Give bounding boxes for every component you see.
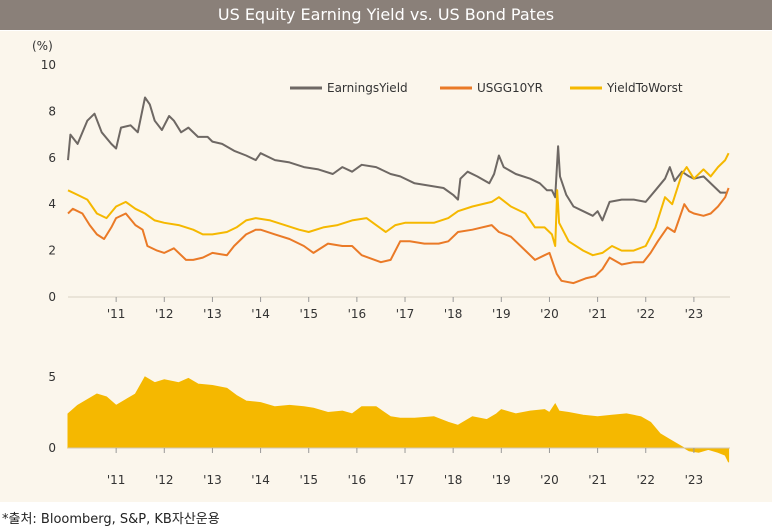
top-x-tick-label: '19	[492, 307, 511, 321]
top-x-tick-label: '16	[348, 307, 367, 321]
bottom-spread-chart: 0 5 '11 '12 '13 '14 '15 '16 '17 '18 '19 '20 '21 '22 '2…	[48, 370, 730, 487]
bottom-x-tick-label: '12	[155, 473, 174, 487]
top-line-chart: (%) 0 2 4 6 8 10 '11 '12 '13 '14 '15 '16 '17 '18 '19 '2…	[32, 39, 730, 321]
bottom-x-tick-label: '19	[492, 473, 511, 487]
top-x-tick-label: '22	[636, 307, 655, 321]
bottom-x-tick-label: '13	[203, 473, 222, 487]
bottom-y-tick-label: 0	[48, 441, 56, 455]
top-x-tick-label: '11	[107, 307, 126, 321]
bottom-x-tick-label: '17	[396, 473, 415, 487]
bottom-x-tick-label: '22	[636, 473, 655, 487]
bottom-y-tick-label: 5	[48, 370, 56, 384]
top-y-tick-label: 4	[48, 197, 56, 211]
series-line-earningsyield	[67, 96, 728, 222]
series-line-usgg10yr	[67, 187, 730, 285]
y-unit-label: (%)	[32, 39, 53, 53]
top-x-tick-label: '12	[155, 307, 174, 321]
series-line-yieldtoworst	[67, 152, 730, 257]
top-y-tick-label: 2	[48, 244, 56, 258]
top-x-tick-label: '20	[540, 307, 559, 321]
bottom-x-tick-label: '16	[348, 473, 367, 487]
top-y-tick-label: 6	[48, 151, 56, 165]
legend-label-earningsyield: EarningsYield	[327, 81, 408, 95]
bottom-x-tick-label: '21	[588, 473, 607, 487]
legend: EarningsYield USGG10YR YieldToWorst	[290, 81, 683, 95]
bottom-x-tick-label: '18	[444, 473, 463, 487]
top-x-tick-label: '18	[444, 307, 463, 321]
top-y-tick-label: 10	[41, 58, 56, 72]
bottom-x-tick-label: '23	[685, 473, 704, 487]
source-note: *출처: Bloomberg, S&P, KB자산운용	[2, 512, 220, 527]
legend-label-usgg10yr: USGG10YR	[477, 81, 543, 95]
bottom-x-tick-label: '15	[299, 473, 318, 487]
top-x-tick-label: '21	[588, 307, 607, 321]
top-x-tick-label: '23	[685, 307, 704, 321]
top-x-tick-label: '14	[251, 307, 270, 321]
bottom-x-tick-label: '14	[251, 473, 270, 487]
chart-title: US Equity Earning Yield vs. US Bond Pate…	[0, 0, 772, 30]
top-y-tick-label: 8	[48, 104, 56, 118]
legend-label-yieldtoworst: YieldToWorst	[606, 81, 683, 95]
bottom-x-tick-label: '20	[540, 473, 559, 487]
top-x-tick-label: '13	[203, 307, 222, 321]
bottom-x-tick-label: '11	[107, 473, 126, 487]
top-x-tick-label: '15	[299, 307, 318, 321]
top-y-tick-label: 0	[48, 290, 56, 304]
top-x-tick-label: '17	[396, 307, 415, 321]
spread-area	[67, 376, 730, 463]
